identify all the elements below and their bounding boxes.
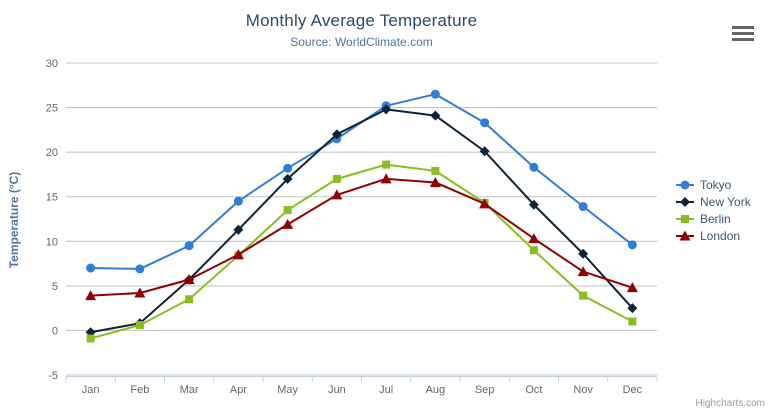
x-axis-label: Sep <box>475 384 495 396</box>
series-london[interactable] <box>85 173 638 301</box>
series-line-london <box>90 177 633 297</box>
chart-subtitle: Source: WorldClimate.com <box>290 35 433 49</box>
data-point-berlin[interactable] <box>185 295 194 304</box>
data-point-tokyo[interactable] <box>283 163 293 173</box>
data-point-new-york[interactable] <box>331 129 342 140</box>
x-axis-label: Oct <box>525 384 542 396</box>
legend-label: New York <box>700 194 751 209</box>
y-axis-label: 5 <box>52 281 58 293</box>
data-point-berlin[interactable] <box>86 334 95 343</box>
data-point-new-york[interactable] <box>578 248 589 259</box>
x-axis-label: Aug <box>426 384 446 396</box>
data-point-new-york[interactable] <box>430 110 441 121</box>
data-point-berlin[interactable] <box>529 246 538 255</box>
data-point-london[interactable] <box>479 198 491 209</box>
data-point-london[interactable] <box>85 290 97 301</box>
y-axis-label: 25 <box>46 103 58 115</box>
chart-title: Monthly Average Temperature <box>245 11 478 30</box>
data-point-new-york[interactable] <box>233 224 244 235</box>
data-point-london[interactable] <box>626 282 638 293</box>
y-axis-label: 10 <box>46 236 58 248</box>
credits-link[interactable]: Highcharts.com <box>695 398 765 409</box>
data-point-berlin[interactable] <box>628 317 637 326</box>
legend-label: Tokyo <box>700 177 732 192</box>
data-point-tokyo[interactable] <box>430 89 440 99</box>
data-point-berlin[interactable] <box>431 166 440 175</box>
data-point-london[interactable] <box>528 233 540 244</box>
x-axis-label: Apr <box>230 384 247 396</box>
data-point-new-york[interactable] <box>528 199 539 210</box>
series-line-tokyo <box>90 93 633 270</box>
y-axis-label: 0 <box>52 325 58 337</box>
x-axis-label: May <box>277 384 298 396</box>
data-point-tokyo[interactable] <box>233 196 243 206</box>
legend-marker-square-icon <box>676 214 694 223</box>
data-point-berlin[interactable] <box>283 206 292 215</box>
y-axis-label: 20 <box>46 147 58 159</box>
legend-item-tokyo[interactable]: Tokyo <box>676 176 751 193</box>
legend-item-new-york[interactable]: New York <box>676 193 751 210</box>
series-line-new-york <box>90 108 634 334</box>
data-point-new-york[interactable] <box>282 173 293 184</box>
data-point-london[interactable] <box>134 287 146 298</box>
legend-item-london[interactable]: London <box>676 227 751 244</box>
data-point-berlin[interactable] <box>579 291 588 300</box>
legend-label: London <box>700 228 741 243</box>
data-point-london[interactable] <box>429 176 441 187</box>
data-point-tokyo[interactable] <box>627 240 637 250</box>
data-point-berlin[interactable] <box>135 321 144 330</box>
data-point-tokyo[interactable] <box>480 118 490 128</box>
x-axis-label: Dec <box>623 384 643 396</box>
legend-marker-diamond-icon <box>676 196 694 207</box>
x-axis-label: Jan <box>82 384 100 396</box>
data-point-tokyo[interactable] <box>184 241 194 251</box>
legend-label: Berlin <box>700 211 731 226</box>
export-menu-button[interactable] <box>729 22 757 44</box>
legend-marker-circle-icon <box>676 180 694 189</box>
data-point-tokyo[interactable] <box>578 202 588 212</box>
legend: Tokyo New York Berlin London <box>676 176 751 244</box>
x-axis-label: Jun <box>328 384 346 396</box>
data-point-tokyo[interactable] <box>529 162 539 172</box>
data-point-london[interactable] <box>577 266 589 277</box>
legend-marker-triangle-icon <box>676 230 694 240</box>
data-point-tokyo[interactable] <box>86 263 96 273</box>
data-point-new-york[interactable] <box>627 303 638 314</box>
x-axis-label: Jul <box>379 384 393 396</box>
data-point-london[interactable] <box>282 218 294 229</box>
data-point-berlin[interactable] <box>332 174 341 183</box>
series-tokyo[interactable] <box>86 89 637 274</box>
y-axis-label: 30 <box>46 58 58 70</box>
hamburger-icon <box>731 25 755 41</box>
y-axis-label: 15 <box>46 192 58 204</box>
data-point-new-york[interactable] <box>479 146 490 157</box>
data-point-london[interactable] <box>331 189 343 200</box>
series-line-berlin <box>90 163 633 340</box>
x-axis-label: Feb <box>130 384 149 396</box>
legend-item-berlin[interactable]: Berlin <box>676 210 751 227</box>
data-point-berlin[interactable] <box>382 160 391 169</box>
data-point-london[interactable] <box>183 274 195 285</box>
data-point-tokyo[interactable] <box>135 264 145 274</box>
data-point-london[interactable] <box>380 173 392 184</box>
x-axis-label: Mar <box>180 384 199 396</box>
y-axis-label: -5 <box>48 370 58 382</box>
data-point-new-york[interactable] <box>381 104 392 115</box>
series-new-york[interactable] <box>85 104 638 338</box>
data-point-london[interactable] <box>232 249 244 260</box>
x-axis-label: Nov <box>573 384 593 396</box>
